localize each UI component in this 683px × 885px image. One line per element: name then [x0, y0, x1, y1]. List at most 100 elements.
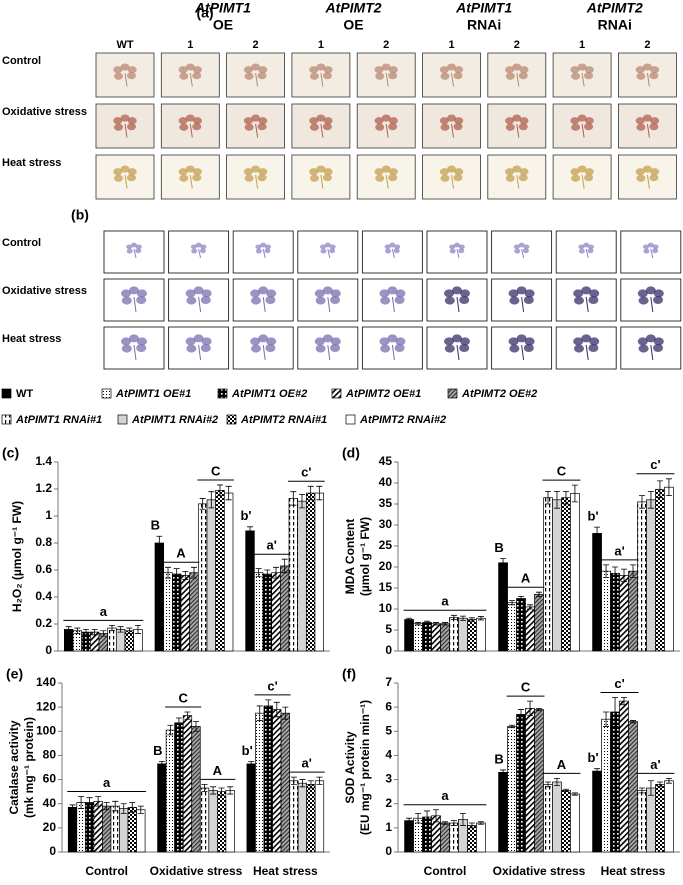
leaf [191, 248, 198, 254]
gene-label: AtPIMT1 [194, 0, 251, 16]
y-tick-label: 0.6 [35, 562, 52, 576]
leaf [440, 123, 450, 131]
bar [189, 572, 199, 652]
leaf [444, 344, 455, 353]
bar [174, 722, 184, 853]
leaf [381, 165, 391, 173]
leaf [200, 244, 207, 250]
leaf [508, 289, 519, 298]
panel-label: (f) [342, 666, 356, 682]
error-bar [433, 622, 440, 626]
leaf [258, 168, 268, 176]
bar [561, 497, 571, 652]
y-tick-label: 6 [385, 699, 392, 713]
error-bar [167, 724, 174, 736]
leaf [388, 66, 398, 74]
leaf [129, 286, 139, 295]
stem [255, 123, 259, 138]
stem [385, 72, 389, 87]
leaf [315, 344, 326, 353]
leaf [374, 66, 384, 74]
bar [610, 711, 620, 853]
bar [498, 771, 508, 853]
leaf [265, 296, 276, 304]
leaf [394, 296, 405, 304]
significance-letter: B [153, 743, 162, 758]
stem [189, 123, 193, 138]
y-tick-label: 80 [43, 748, 57, 762]
stem [320, 123, 324, 138]
leaf [243, 66, 253, 74]
leaf [459, 296, 470, 304]
stem [451, 72, 454, 87]
photo [491, 230, 553, 274]
stem [327, 248, 331, 259]
leaf [244, 72, 254, 80]
stem [650, 248, 654, 259]
error-bar [612, 697, 619, 727]
photo [291, 154, 351, 200]
leaf [518, 72, 528, 80]
bar [191, 726, 201, 853]
bar [476, 617, 486, 652]
leaf [395, 289, 406, 298]
error-bar [612, 566, 619, 580]
leaf [653, 296, 663, 304]
leaf [635, 66, 645, 74]
stem [581, 72, 585, 87]
leaf [258, 334, 269, 343]
leaf [185, 165, 195, 173]
leaf [316, 63, 326, 71]
significance-letter: a' [267, 538, 277, 553]
leaf [508, 337, 519, 346]
bar [262, 573, 273, 652]
leaf [315, 296, 326, 305]
bar [404, 820, 414, 853]
bar [157, 763, 167, 853]
leaf [642, 63, 652, 71]
leaf [309, 174, 319, 182]
bar [534, 709, 544, 853]
y-tick-label: 1.2 [35, 481, 52, 495]
leaf [121, 344, 132, 353]
leaf [193, 117, 202, 125]
leaf [329, 244, 336, 250]
error-bar [137, 805, 144, 814]
leaf [120, 63, 130, 71]
bar [107, 627, 117, 652]
leaf [523, 344, 534, 352]
leaf [584, 123, 594, 131]
bar [543, 497, 553, 652]
error-bar [442, 821, 448, 825]
error-bar [415, 622, 422, 626]
error-bar [175, 717, 182, 729]
bar [280, 712, 290, 853]
leaf [584, 72, 594, 80]
error-bar [415, 812, 422, 824]
error-bar [594, 768, 601, 774]
bar [637, 501, 647, 652]
leaf [137, 337, 147, 346]
y-tick-label: 30 [379, 517, 393, 531]
legend-swatch [331, 388, 342, 399]
error-bar [442, 622, 448, 626]
bar [182, 715, 193, 853]
leaf [316, 165, 326, 173]
bar [289, 780, 299, 853]
leaf [509, 344, 520, 353]
row-label: Oxidative stress [2, 285, 87, 297]
leaf [584, 174, 594, 182]
bar [467, 619, 477, 652]
leaf [635, 168, 645, 176]
leaf [387, 334, 398, 343]
leaf [589, 337, 600, 346]
stem [391, 296, 395, 313]
leaf [381, 114, 391, 122]
legend-swatch [447, 388, 458, 399]
leaf [454, 242, 460, 248]
photo [555, 230, 617, 274]
stem [255, 72, 259, 87]
y-tick-label: 0 [49, 844, 56, 858]
row-label: Heat stress [2, 157, 61, 169]
leaf [652, 248, 659, 254]
